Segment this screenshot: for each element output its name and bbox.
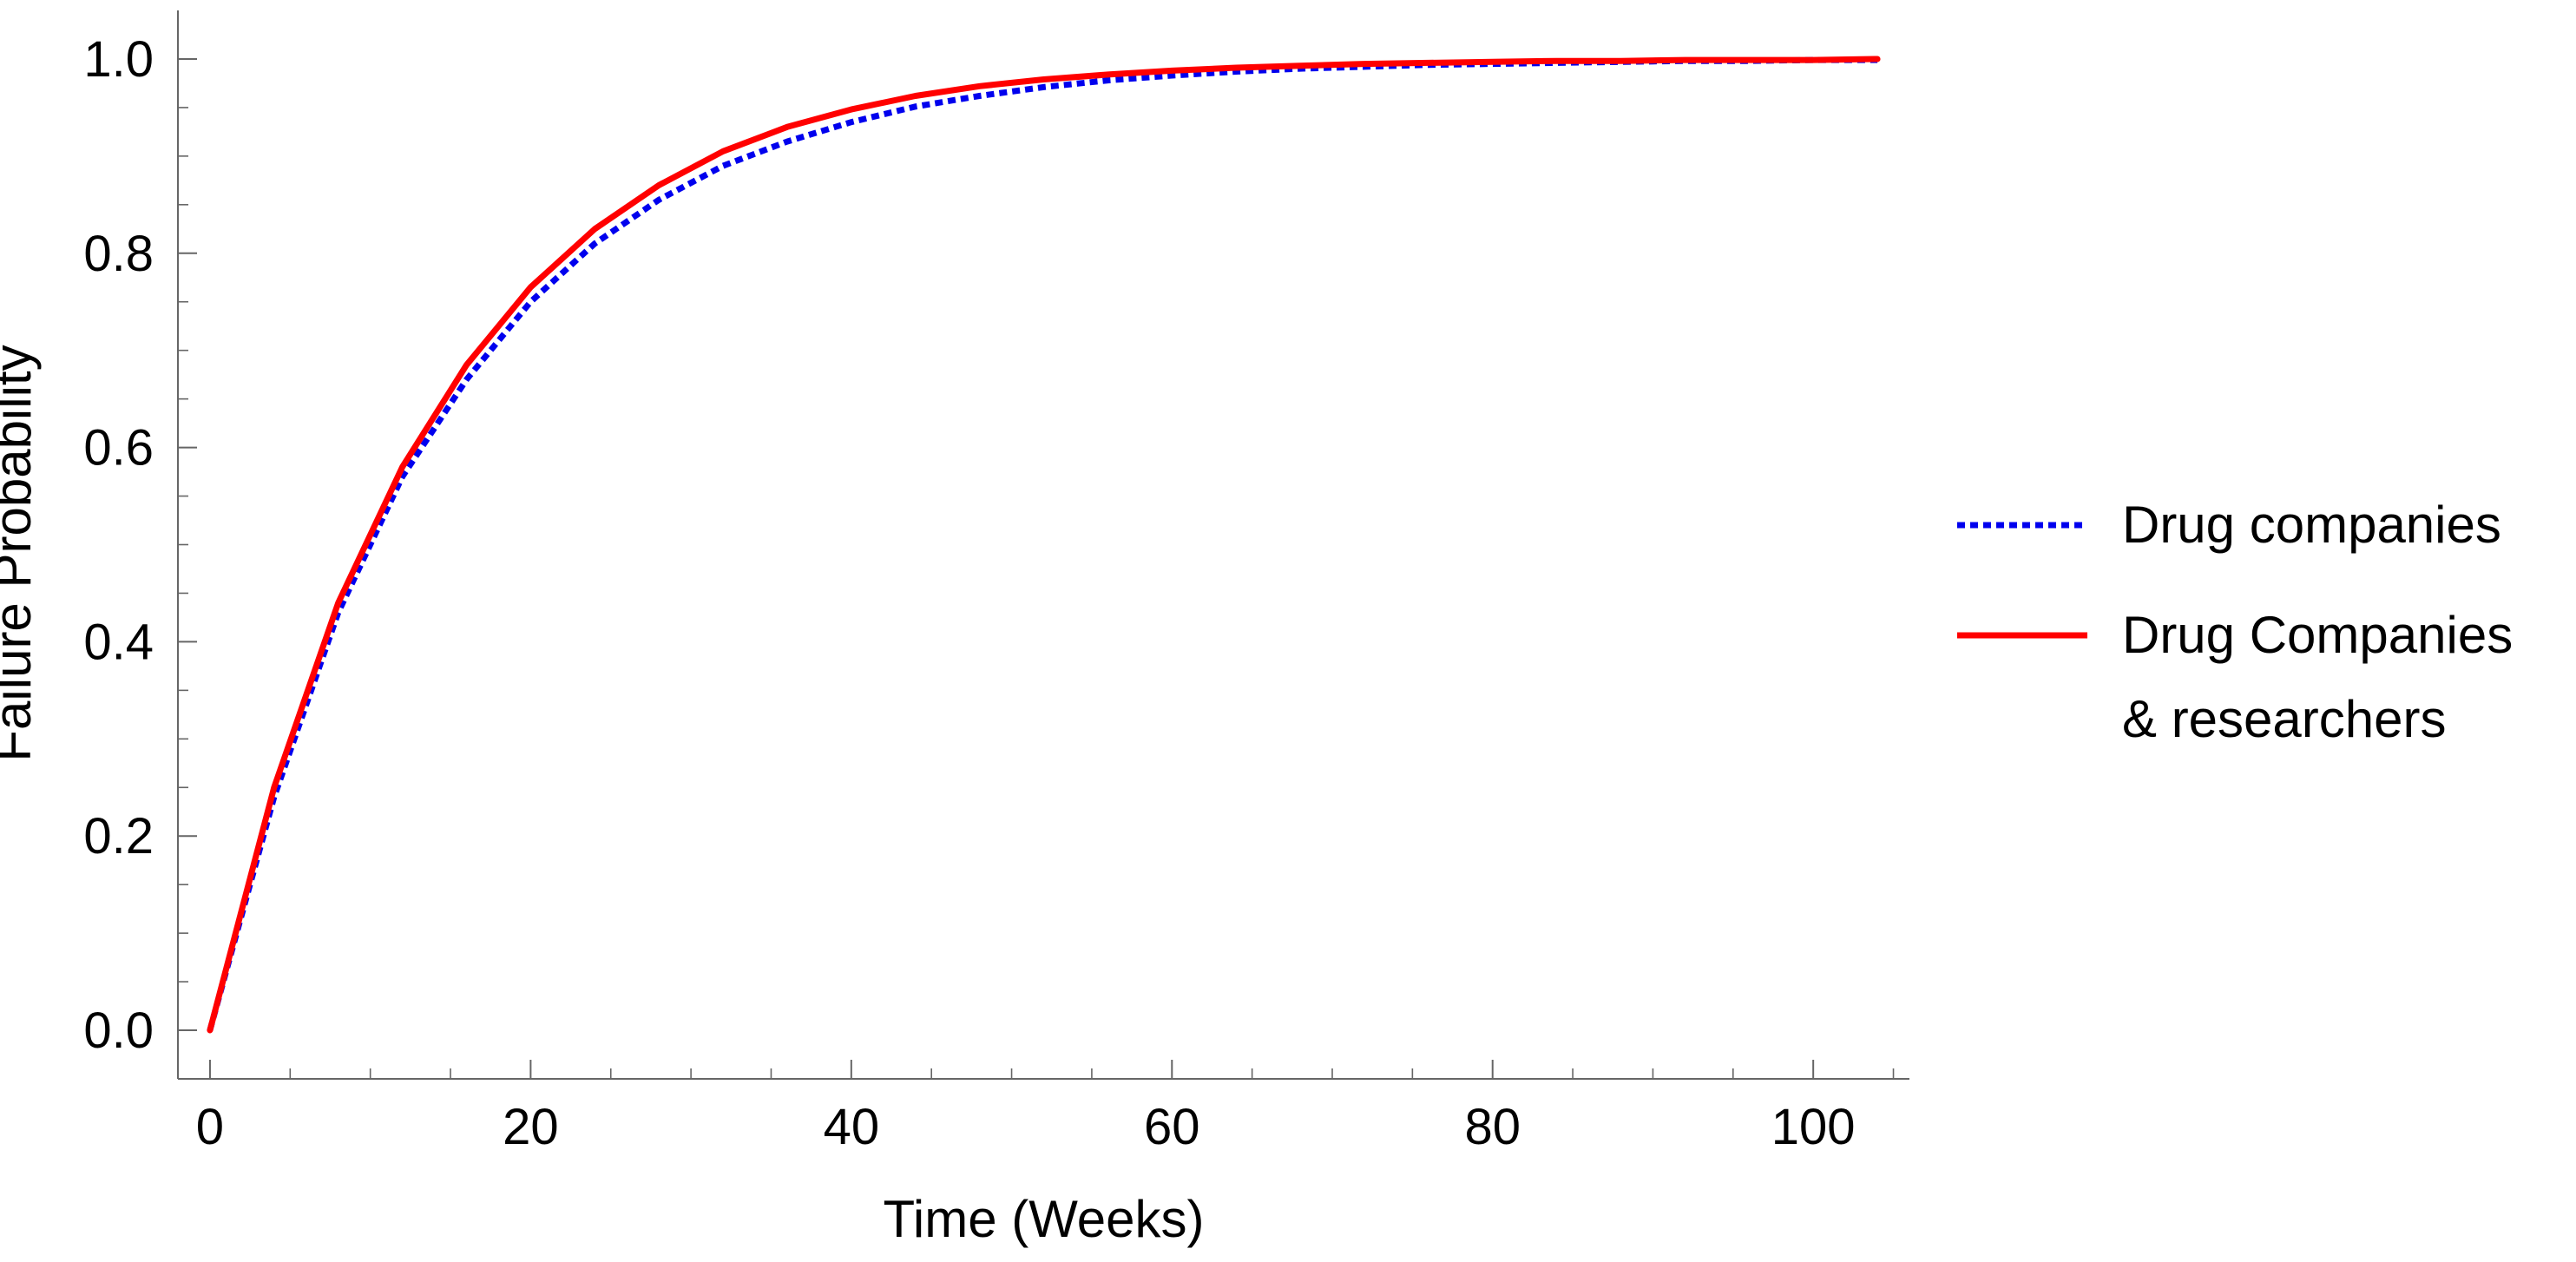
x-tick-label: 60 (1144, 1099, 1200, 1155)
legend-label-drug-companies-researchers-line1: Drug Companies (2122, 606, 2513, 664)
axes (177, 10, 1909, 1080)
x-tick-label: 80 (1464, 1099, 1521, 1155)
x-axis-title: Time (Weeks) (883, 1190, 1204, 1248)
y-tick-label: 0.0 (83, 1002, 154, 1059)
legend-label-drug-companies: Drug companies (2122, 496, 2501, 554)
ticks: 0 20 40 60 80 100 0.0 0.2 0.4 0.6 0.8 1.0 (83, 31, 1895, 1155)
y-tick-label: 0.8 (83, 226, 154, 282)
y-tick-label: 0.2 (83, 808, 154, 864)
y-tick-label: 0.4 (83, 614, 154, 670)
x-tick-label: 100 (1771, 1099, 1856, 1155)
legend: Drug companies Drug Companies & research… (1957, 496, 2513, 748)
y-tick-label: 0.6 (83, 420, 154, 477)
series-line-drug-companies-researchers (207, 56, 1881, 1034)
x-tick-label: 40 (824, 1099, 880, 1155)
series (207, 56, 1881, 1034)
x-tick-label: 20 (503, 1099, 559, 1155)
series-line-drug-companies (207, 56, 1878, 1031)
y-tick-label: 1.0 (83, 31, 154, 88)
y-axis-title: Failure Probability (0, 345, 42, 761)
legend-label-drug-companies-researchers-line2: & researchers (2122, 690, 2446, 748)
x-tick-label: 0 (196, 1099, 224, 1155)
